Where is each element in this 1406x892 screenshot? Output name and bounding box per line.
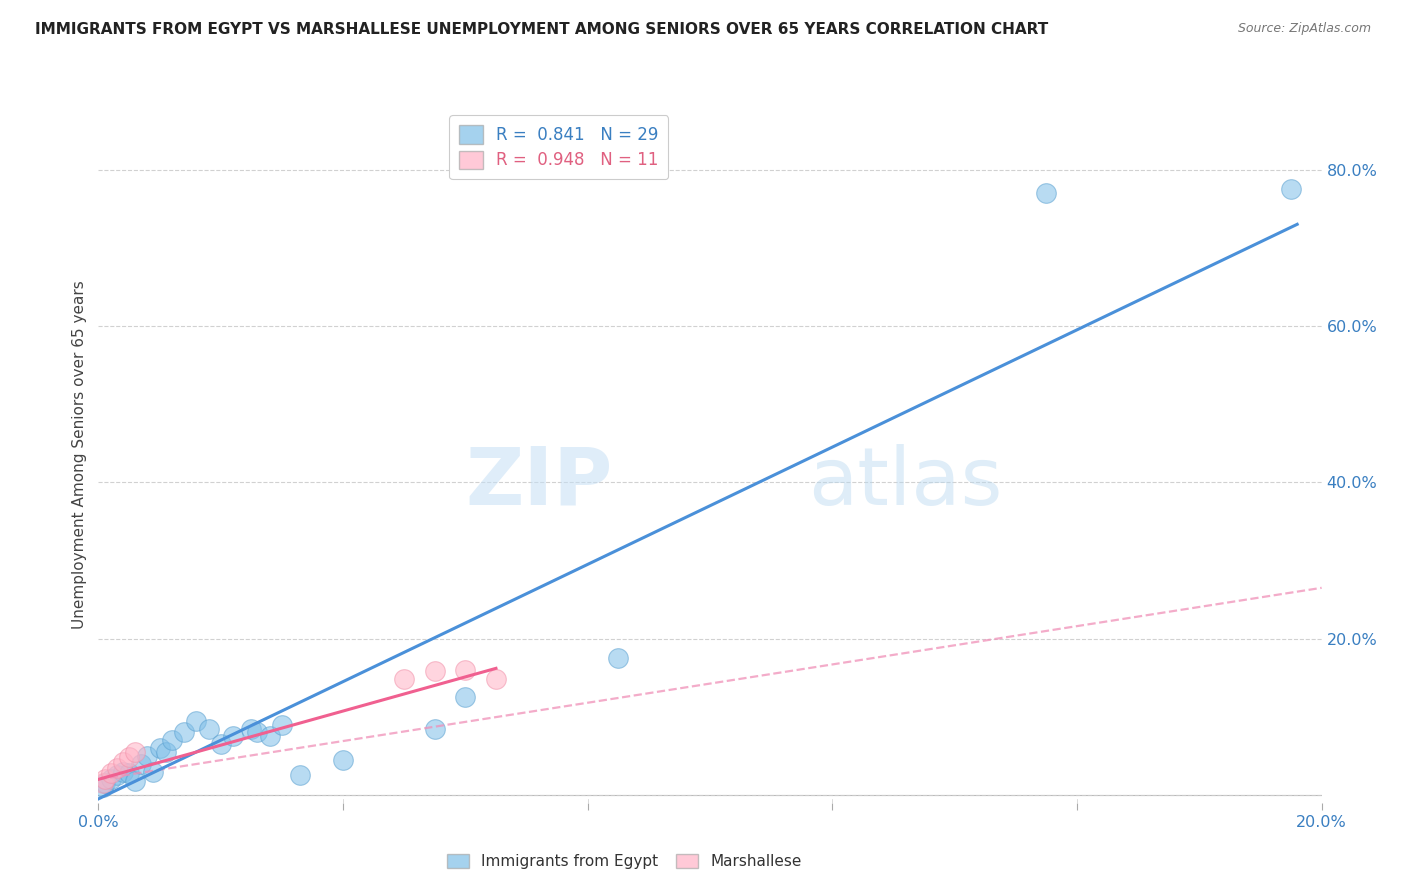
Point <box>290 768 312 782</box>
Point <box>155 745 177 759</box>
Point <box>124 745 146 759</box>
Point <box>423 665 446 679</box>
Point <box>485 673 508 687</box>
Point <box>93 772 115 787</box>
Point <box>100 766 122 780</box>
Point <box>105 768 128 782</box>
Point <box>423 722 446 736</box>
Point <box>173 725 195 739</box>
Point <box>454 663 477 677</box>
Point <box>186 714 208 728</box>
Point <box>136 748 159 763</box>
Point <box>160 733 183 747</box>
Point <box>149 741 172 756</box>
Text: atlas: atlas <box>808 443 1002 522</box>
Point <box>105 761 128 775</box>
Point <box>240 722 263 736</box>
Point <box>332 753 354 767</box>
Point <box>454 690 477 705</box>
Point <box>118 766 141 780</box>
Legend: Immigrants from Egypt, Marshallese: Immigrants from Egypt, Marshallese <box>441 847 807 875</box>
Point <box>259 730 281 744</box>
Point <box>91 776 114 790</box>
Point <box>93 776 115 790</box>
Point <box>270 717 292 731</box>
Point <box>222 730 245 744</box>
Text: IMMIGRANTS FROM EGYPT VS MARSHALLESE UNEMPLOYMENT AMONG SENIORS OVER 65 YEARS CO: IMMIGRANTS FROM EGYPT VS MARSHALLESE UNE… <box>35 22 1049 37</box>
Point <box>129 756 152 771</box>
Point <box>111 755 134 769</box>
Point <box>111 764 134 779</box>
Point <box>118 750 141 764</box>
Point <box>392 673 416 687</box>
Point <box>91 780 114 794</box>
Point <box>124 773 146 788</box>
Point <box>100 772 122 787</box>
Point <box>246 725 269 739</box>
Point <box>142 764 165 779</box>
Point <box>197 722 219 736</box>
Point <box>1279 182 1302 196</box>
Text: Source: ZipAtlas.com: Source: ZipAtlas.com <box>1237 22 1371 36</box>
Y-axis label: Unemployment Among Seniors over 65 years: Unemployment Among Seniors over 65 years <box>72 281 87 629</box>
Point <box>1035 186 1057 200</box>
Text: ZIP: ZIP <box>465 443 612 522</box>
Point <box>607 651 630 665</box>
Point <box>209 737 232 751</box>
